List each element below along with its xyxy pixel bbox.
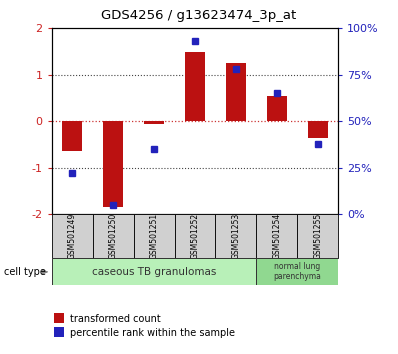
Text: GSM501252: GSM501252 bbox=[191, 213, 199, 259]
Bar bbox=[103, 121, 123, 207]
Bar bbox=[93, 214, 134, 258]
Bar bbox=[52, 214, 93, 258]
Text: caseous TB granulomas: caseous TB granulomas bbox=[92, 267, 216, 277]
Bar bbox=[297, 214, 338, 258]
Bar bbox=[134, 214, 175, 258]
Bar bbox=[256, 214, 297, 258]
Bar bbox=[54, 327, 64, 337]
Text: GSM501253: GSM501253 bbox=[232, 213, 240, 259]
Text: cell type: cell type bbox=[4, 267, 46, 277]
Text: GSM501254: GSM501254 bbox=[272, 213, 281, 259]
Text: GDS4256 / g13623474_3p_at: GDS4256 / g13623474_3p_at bbox=[101, 9, 297, 22]
Bar bbox=[308, 121, 328, 137]
Bar bbox=[215, 214, 256, 258]
Text: GSM501249: GSM501249 bbox=[68, 213, 77, 259]
Text: transformed count: transformed count bbox=[70, 314, 160, 324]
Text: GSM501255: GSM501255 bbox=[313, 213, 322, 259]
Text: percentile rank within the sample: percentile rank within the sample bbox=[70, 328, 235, 338]
Bar bbox=[62, 121, 82, 152]
Bar bbox=[267, 96, 287, 121]
Bar bbox=[144, 121, 164, 124]
Bar bbox=[185, 52, 205, 121]
Bar bbox=[175, 214, 215, 258]
Text: normal lung
parenchyma: normal lung parenchyma bbox=[273, 262, 321, 281]
Text: GSM501251: GSM501251 bbox=[150, 213, 158, 259]
Bar bbox=[54, 313, 64, 323]
Bar bbox=[52, 258, 256, 285]
Text: GSM501250: GSM501250 bbox=[109, 213, 118, 259]
Bar bbox=[226, 63, 246, 121]
Bar bbox=[256, 258, 338, 285]
